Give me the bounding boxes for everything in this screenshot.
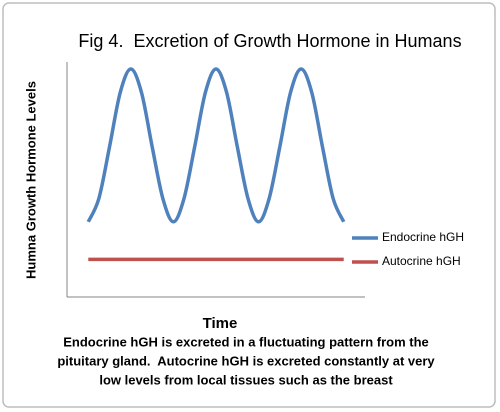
caption: low levels from local tissues such as th… bbox=[99, 372, 393, 387]
x-axis-label: Time bbox=[203, 315, 238, 332]
series-line bbox=[86, 67, 346, 224]
chart-title: Fig 4. Excretion of Growth Hormone in Hu… bbox=[78, 31, 461, 51]
caption: pituitary gland. Autocrine hGH is excret… bbox=[57, 353, 435, 368]
caption: Endocrine hGH is excreted in a fluctuati… bbox=[63, 334, 429, 349]
y-axis-label: Humna Growth Hormone Levels bbox=[23, 81, 38, 279]
legend-label: Autocrine hGH bbox=[382, 254, 461, 268]
legend-label: Endocrine hGH bbox=[382, 230, 464, 244]
